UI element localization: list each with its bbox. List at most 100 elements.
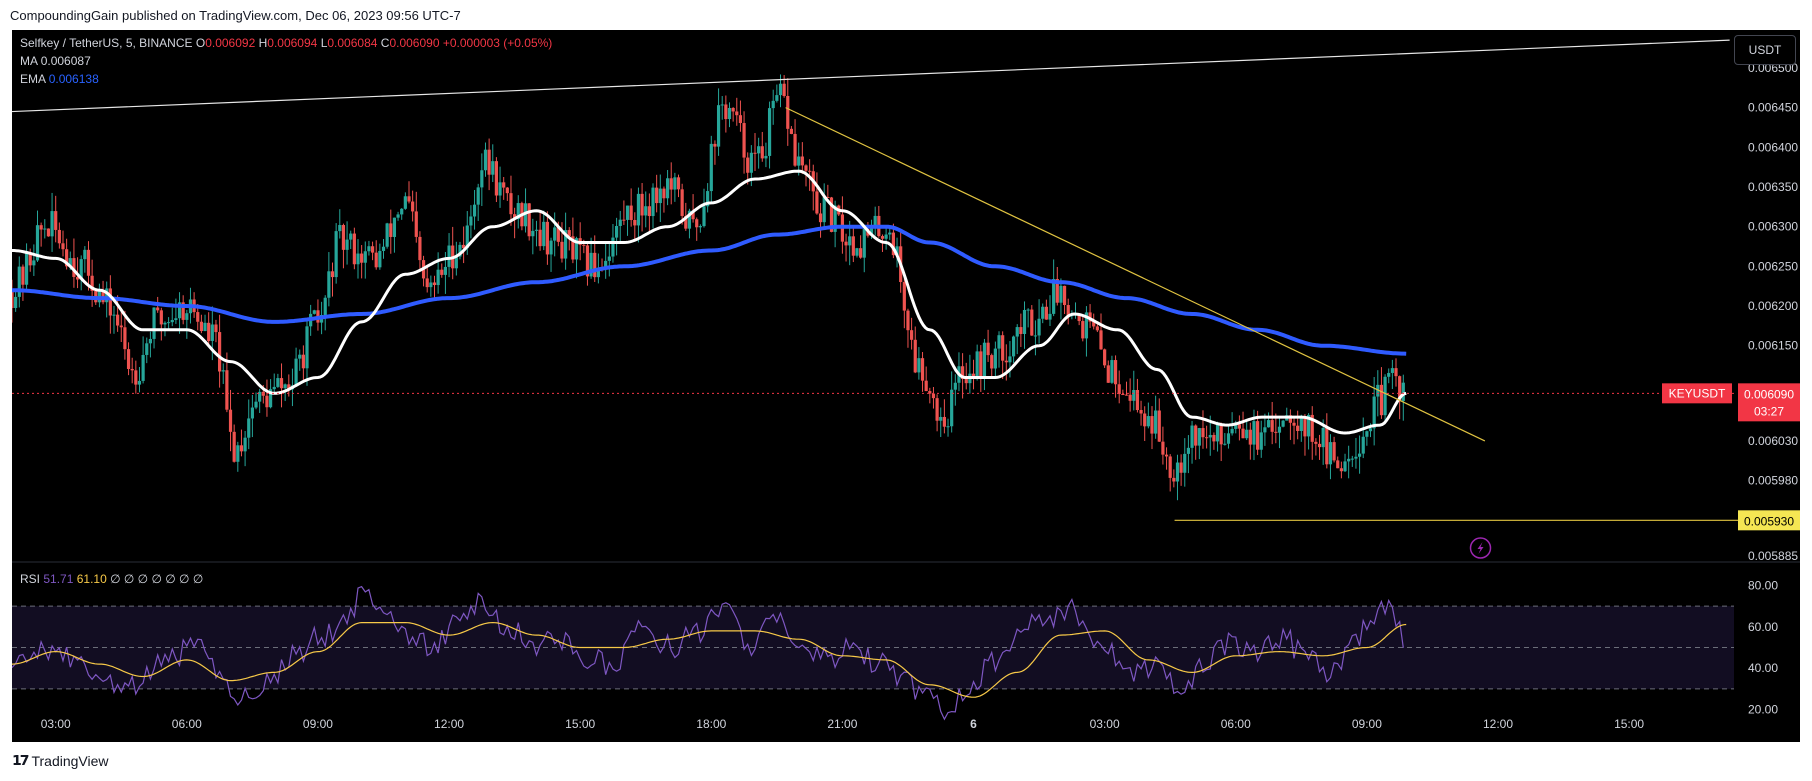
candle-down	[680, 189, 684, 216]
candle-up	[1368, 428, 1373, 432]
candle-up	[1350, 458, 1354, 460]
candle-up	[327, 271, 331, 298]
candle-down	[924, 380, 928, 392]
support-price-tag	[1738, 510, 1800, 531]
candle-down	[1219, 423, 1223, 445]
candle-down	[374, 252, 378, 268]
price-axis-tick: 0.006150	[1748, 339, 1798, 353]
candle-down	[1201, 428, 1205, 438]
candle-up	[276, 378, 280, 387]
ema-line	[12, 224, 1407, 356]
chart-area[interactable]: 0.005930 KEYUSDT 0.006090 03:27 0.006500 0.0…	[12, 30, 1800, 742]
time-axis-tick: 06:00	[172, 717, 202, 731]
candle-up	[1266, 420, 1271, 428]
candle-down	[414, 211, 418, 237]
candle-down	[265, 395, 269, 408]
time-axis-tick: 03:00	[1090, 717, 1120, 731]
candle-down	[1237, 424, 1241, 429]
candle-down	[1164, 454, 1169, 457]
candle-up	[764, 155, 768, 159]
candle-up	[1208, 434, 1212, 438]
high-label: H	[258, 36, 268, 50]
candle-up	[873, 215, 877, 227]
candle-down	[1055, 279, 1059, 303]
candle-up	[993, 348, 997, 369]
close-label: C	[380, 36, 390, 50]
symbol-name[interactable]: Selfkey / TetherUS, 5, BINANCE	[20, 36, 193, 50]
candle-down	[1128, 394, 1132, 401]
candle-up	[862, 229, 866, 258]
candle-down	[979, 351, 983, 378]
candle-up	[349, 233, 353, 240]
ma-line	[12, 169, 1407, 435]
candle-up	[1365, 431, 1369, 437]
candle-down	[1332, 442, 1336, 461]
candle-up	[687, 210, 692, 229]
candle-down	[1161, 441, 1165, 455]
candle-up	[1383, 376, 1387, 416]
candle-up	[658, 188, 662, 204]
candle-up	[1299, 416, 1303, 431]
candle-up	[367, 246, 371, 252]
time-axis-tick: 15:00	[1614, 717, 1644, 731]
candle-down	[1092, 321, 1096, 327]
candle-down	[21, 266, 25, 285]
legend-ma-row[interactable]: MA 0.006087	[20, 54, 91, 68]
candle-down	[1030, 309, 1034, 336]
candle-down	[505, 187, 509, 194]
candle-up	[953, 382, 957, 390]
candle-up	[665, 178, 670, 199]
candle-down	[782, 83, 786, 96]
candle-down	[724, 104, 728, 120]
candle-up	[757, 146, 761, 154]
candle-up	[1361, 436, 1365, 454]
candles	[12, 74, 1405, 501]
candle-up	[1146, 416, 1150, 427]
candle-down	[232, 431, 236, 462]
candle-down	[407, 196, 411, 202]
candle-up	[480, 170, 484, 188]
candle-up	[1376, 384, 1380, 397]
candle-down	[1325, 428, 1329, 465]
candle-down	[789, 128, 794, 134]
candle-up	[1059, 285, 1063, 303]
candle-down	[1113, 360, 1118, 385]
legend-rsi-row[interactable]: RSI 51.71 61.10 ∅ ∅ ∅ ∅ ∅ ∅ ∅	[20, 572, 203, 586]
legend-ema-row[interactable]: EMA 0.006138	[20, 72, 99, 86]
candle-up	[400, 208, 404, 215]
price-axis-tick: 0.006030	[1748, 434, 1798, 448]
candle-down	[1168, 456, 1172, 478]
candle-down	[494, 161, 499, 196]
candle-up	[268, 389, 273, 408]
candle-down	[130, 368, 134, 371]
candle-down	[738, 115, 743, 124]
rsi-background	[12, 605, 1734, 690]
candle-down	[760, 146, 764, 159]
candle-down	[214, 324, 218, 333]
candle-down	[90, 275, 94, 291]
candle-down	[735, 111, 739, 116]
rsi-band-fill	[12, 606, 1734, 689]
candle-up	[385, 223, 389, 247]
candle-up	[243, 437, 247, 452]
candle-up	[345, 239, 349, 250]
candle-down	[571, 236, 575, 260]
candle-up	[1033, 335, 1038, 337]
candle-up	[749, 152, 753, 173]
time-axis-tick: 15:00	[565, 717, 595, 731]
candle-up	[323, 297, 327, 316]
candle-up	[483, 149, 488, 171]
currency-button[interactable]: USDT	[1734, 35, 1796, 65]
price-axis-tick: 0.005980	[1748, 474, 1798, 488]
tradingview-logo[interactable]: 𝟭𝟳 TradingView	[12, 752, 109, 769]
candle-up	[1026, 309, 1030, 311]
candle-down	[159, 310, 163, 325]
candle-up	[1234, 424, 1238, 429]
candle-up	[177, 302, 182, 319]
candle-down	[1288, 415, 1292, 423]
rsi-axis-tick: 60.00	[1748, 620, 1778, 634]
candle-up	[454, 256, 458, 269]
candle-up	[145, 343, 149, 355]
time-axis-tick: 12:00	[434, 717, 464, 731]
